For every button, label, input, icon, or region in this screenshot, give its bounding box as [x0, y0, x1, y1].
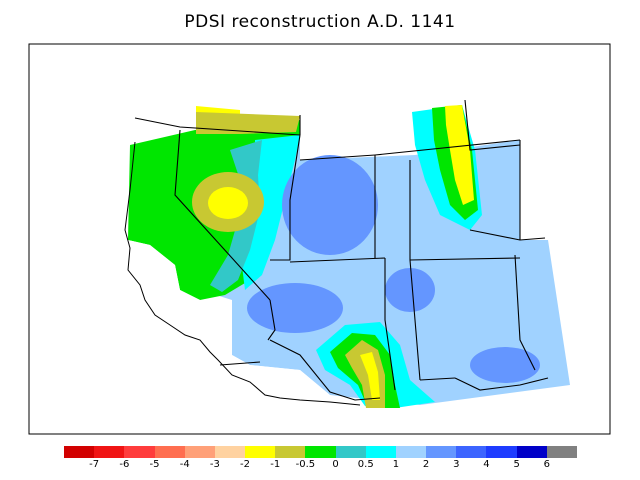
legend-swatch	[154, 446, 185, 458]
legend-swatch	[64, 446, 95, 458]
map-title: PDSI reconstruction A.D. 1141	[184, 12, 456, 32]
legend-swatch	[546, 446, 577, 458]
field-blue-utah	[282, 155, 378, 255]
legend-swatch	[426, 446, 457, 458]
legend-swatch	[486, 446, 517, 458]
legend-swatch	[245, 446, 276, 458]
field-olive-north	[196, 112, 300, 134]
legend-tick-label: -3	[209, 459, 220, 470]
ocean-mask	[30, 240, 360, 410]
legend-tick-label: 6	[543, 459, 550, 470]
legend-swatch	[214, 446, 246, 458]
legend-tick-label: 0	[332, 459, 339, 470]
legend-tick-label: 0.5	[357, 459, 374, 470]
legend-swatch	[94, 446, 125, 458]
field-blue-nevada	[247, 283, 343, 333]
legend-labels: -7 -6 -5 -4 -3 -2 -1 -0.5 0 0.5 1 2 3 4 5 6	[64, 459, 577, 473]
legend-swatch	[456, 446, 487, 458]
legend-tick-label: 1	[392, 459, 400, 470]
legend-tick-label: -1	[270, 459, 281, 470]
legend-swatch	[335, 446, 366, 458]
legend-tick-label: 2	[422, 459, 430, 470]
legend-swatch	[365, 446, 396, 458]
field-yellow-south	[360, 352, 380, 400]
legend-swatch	[275, 446, 306, 458]
field-yellow-core	[208, 187, 248, 219]
legend-tick-label: -5	[149, 459, 160, 470]
legend-tick-label: -2	[240, 459, 251, 470]
legend-tick-label: 3	[453, 459, 460, 470]
legend-tick-label: -4	[179, 459, 190, 470]
state-boundaries	[134, 99, 549, 401]
legend-swatch	[124, 446, 155, 458]
legend-swatch	[184, 446, 215, 458]
legend-tick-label: 5	[513, 459, 520, 470]
field-yellow-east	[445, 105, 474, 205]
legend-tick-label: 4	[483, 459, 490, 470]
legend-tick-label: -6	[119, 459, 130, 470]
field-blue-texas	[470, 347, 540, 383]
color-legend	[64, 446, 577, 458]
legend-tick-label: -0.5	[295, 459, 316, 470]
map-frame	[28, 43, 611, 435]
legend-swatch	[305, 446, 336, 458]
legend-tick-label: -7	[89, 459, 100, 470]
legend-swatch	[395, 446, 427, 458]
legend-swatch	[516, 446, 547, 458]
field-blue-colorado	[385, 268, 435, 312]
coastline	[124, 141, 361, 406]
